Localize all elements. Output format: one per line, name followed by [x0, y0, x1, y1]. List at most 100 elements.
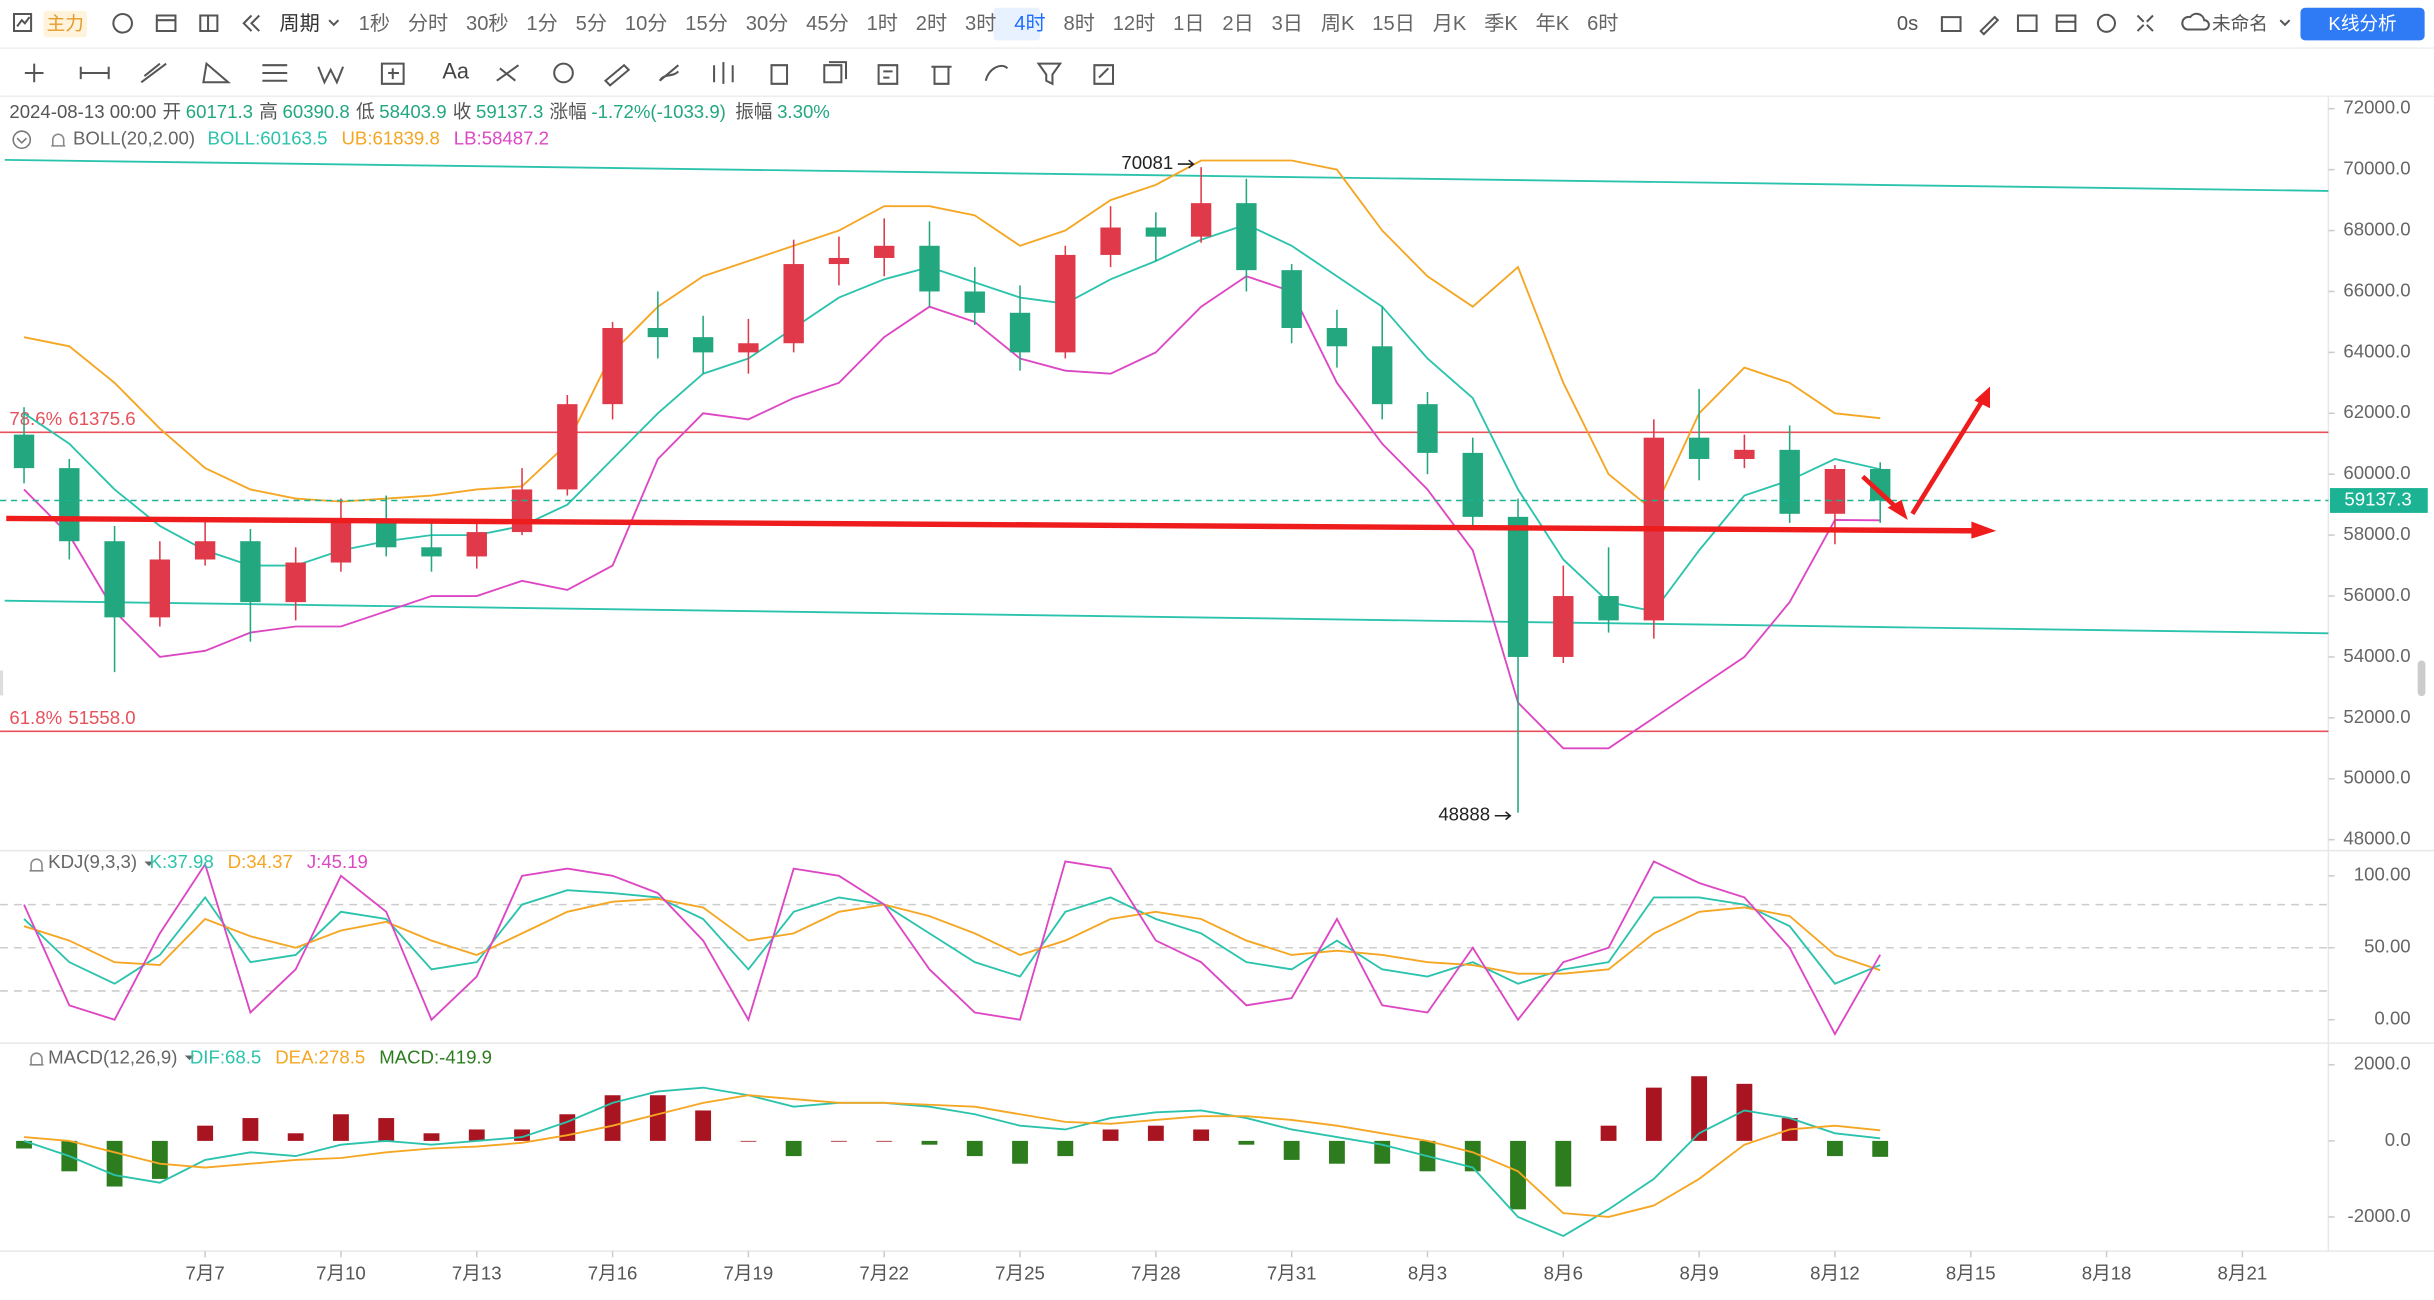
y-tick-label: 70000.0 — [2343, 158, 2410, 179]
chart-area — [0, 96, 2434, 1252]
segment-tool[interactable] — [79, 66, 110, 80]
period-option[interactable]: 4时 — [1014, 12, 1045, 35]
x-tick-label: 7月10 — [316, 1262, 366, 1283]
macd-bar — [151, 1140, 168, 1179]
candle-body — [828, 257, 850, 265]
period-option[interactable]: 2日 — [1222, 13, 1253, 35]
ruler-tool[interactable] — [603, 63, 631, 87]
period-option[interactable]: 1分 — [526, 12, 557, 35]
filter-tool[interactable] — [1036, 62, 1063, 86]
layout-icon[interactable] — [199, 14, 219, 33]
crosshair-tool[interactable] — [24, 63, 44, 83]
pattern-tool[interactable] — [496, 64, 520, 82]
macd-bar — [468, 1129, 485, 1141]
period-option[interactable]: 30分 — [746, 12, 789, 35]
candle-tool[interactable] — [713, 62, 734, 84]
dropdown[interactable] — [184, 1055, 195, 1061]
macd-bar — [1329, 1140, 1345, 1164]
period-option[interactable]: 45分 — [806, 12, 849, 35]
period-option[interactable]: 8时 — [1063, 12, 1094, 35]
period-option[interactable]: 月K — [1433, 13, 1467, 35]
resize-icon[interactable] — [2016, 14, 2038, 33]
delete-tool[interactable] — [931, 65, 952, 85]
channel-tool[interactable] — [140, 62, 167, 84]
analysis-button[interactable]: K线分析 — [2328, 13, 2396, 34]
y-tick-label: 2000.0 — [2354, 1053, 2411, 1074]
period-option[interactable]: 3日 — [1272, 13, 1303, 35]
alert-icon[interactable] — [51, 133, 66, 147]
change-value: -1.72%(-1033.9) — [591, 101, 725, 122]
collapse-icon — [16, 137, 27, 144]
period-option[interactable]: 年K — [1536, 12, 1570, 35]
period-option[interactable]: 15日 — [1372, 13, 1415, 35]
calendar-icon[interactable] — [155, 14, 177, 33]
arrow-head — [1971, 521, 1997, 539]
candle-body — [602, 328, 623, 405]
period-option[interactable]: 5分 — [576, 12, 607, 35]
marker-arrow — [1177, 159, 1195, 169]
y-tick-label: -2000.0 — [2348, 1205, 2411, 1226]
settings-icon[interactable] — [2096, 13, 2116, 33]
chart-icon[interactable] — [13, 12, 33, 33]
macd-bar — [1238, 1140, 1255, 1145]
text-tool[interactable]: Aa — [442, 59, 469, 84]
period-option[interactable]: 6时 — [1587, 12, 1618, 35]
lock-tool[interactable] — [770, 64, 789, 85]
alert-icon[interactable] — [29, 1052, 44, 1066]
collapse-icon[interactable] — [12, 130, 32, 150]
period-menu: 周期 — [279, 13, 319, 35]
candle-body — [421, 547, 442, 557]
dropdown[interactable] — [144, 861, 154, 867]
high-value: 60390.8 — [283, 101, 350, 122]
channel-line — [4, 158, 2329, 192]
period-option[interactable]: 12时 — [1113, 12, 1156, 35]
candle-body — [511, 489, 533, 533]
y-tick-label: 100.00 — [2354, 864, 2411, 885]
camera-icon[interactable] — [1940, 16, 1962, 33]
period-option[interactable]: 周K — [1321, 13, 1355, 35]
period-option[interactable]: 3时 — [965, 12, 996, 35]
gann-tool[interactable] — [553, 62, 574, 84]
amplitude-label: 振幅 — [735, 101, 772, 122]
legend-value: 60163.5 — [260, 128, 327, 149]
fullscreen-icon[interactable] — [2136, 14, 2154, 32]
pen-icon[interactable] — [1979, 15, 2000, 36]
period-option[interactable]: 10分 — [625, 12, 668, 35]
macd-bar — [287, 1133, 304, 1141]
period-option[interactable]: 15分 — [685, 12, 728, 35]
fib-tool[interactable] — [262, 64, 288, 82]
magnet-tool[interactable] — [984, 64, 1009, 82]
legend-name: J: — [307, 851, 321, 872]
period-option[interactable]: 1秒 — [359, 12, 390, 35]
copy-tool[interactable] — [823, 61, 848, 84]
table-icon[interactable] — [2055, 14, 2077, 33]
macd-bar — [649, 1095, 666, 1141]
wave-tool[interactable] — [317, 66, 345, 85]
replay-icon[interactable] — [242, 14, 260, 32]
period-option[interactable]: 2时 — [916, 12, 947, 35]
angle-tool[interactable] — [202, 61, 231, 84]
cloud-icon[interactable] — [2181, 12, 2210, 31]
edit-tool[interactable] — [1093, 64, 1115, 85]
legend-name: K: — [150, 851, 168, 872]
alert-icon[interactable] — [29, 858, 44, 872]
main-badge-bg[interactable] — [43, 10, 87, 38]
x-tick-label: 8月18 — [2082, 1262, 2132, 1283]
period-option[interactable]: 季K — [1484, 12, 1518, 35]
low-marker: 48888 — [1438, 804, 1490, 825]
brush-tool[interactable] — [658, 64, 680, 82]
period-option[interactable]: 1日 — [1173, 13, 1204, 35]
low-label: 低 — [356, 101, 375, 122]
flash-icon[interactable] — [112, 12, 133, 34]
macd-bar — [514, 1129, 530, 1141]
indicator-line — [23, 275, 1881, 750]
analysis-button-bg[interactable] — [2300, 7, 2425, 41]
macd-bar — [1283, 1140, 1300, 1160]
period-option[interactable]: 1时 — [867, 12, 898, 35]
note-tool[interactable] — [877, 64, 899, 85]
macd-bar — [876, 1140, 893, 1142]
period-option[interactable]: 分时 — [408, 12, 448, 35]
measure-tool[interactable] — [380, 62, 405, 85]
period-option[interactable]: 30秒 — [466, 12, 509, 35]
